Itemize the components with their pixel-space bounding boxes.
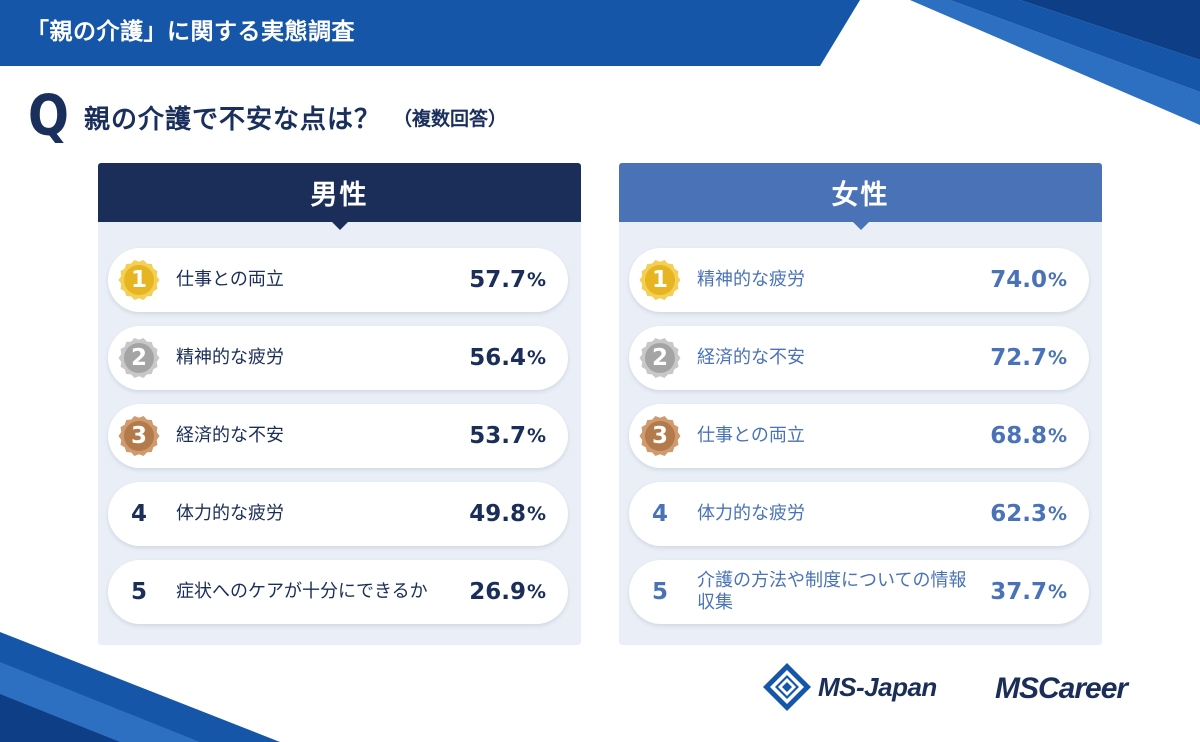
silver-medal-icon	[118, 338, 160, 378]
medal-disc	[645, 343, 675, 373]
bronze-medal-icon	[118, 416, 160, 456]
corner-stripes-top-right	[910, 0, 1200, 125]
ranking-row: 3 経済的な不安 53.7%	[108, 404, 568, 468]
item-label: 経済的な不安	[176, 425, 284, 447]
ranking-row: 1 仕事との両立 57.7%	[108, 248, 568, 312]
item-label: 経済的な不安	[697, 347, 805, 369]
value-number: 72.7	[990, 345, 1047, 371]
value-number: 26.9	[469, 579, 526, 605]
value-unit: %	[526, 347, 546, 369]
value-unit: %	[1047, 581, 1067, 603]
header-band	[0, 0, 860, 66]
value-unit: %	[526, 425, 546, 447]
item-value: 57.7%	[469, 248, 546, 312]
silver-medal-icon	[639, 338, 681, 378]
medal-disc	[124, 265, 154, 295]
medal-disc	[645, 265, 675, 295]
ranking-row: 5 症状へのケアが十分にできるか 26.9%	[108, 560, 568, 624]
rank-number: 4	[130, 501, 147, 527]
gold-medal-icon	[639, 260, 681, 300]
item-value: 56.4%	[469, 326, 546, 390]
ranking-row: 1 精神的な疲労 74.0%	[629, 248, 1089, 312]
value-number: 62.3	[990, 501, 1047, 527]
item-value: 72.7%	[990, 326, 1067, 390]
rank-number: 2	[651, 345, 668, 371]
survey-title: 「親の介護」に関する実態調査	[26, 19, 355, 45]
item-value: 68.8%	[990, 404, 1067, 468]
medal-disc	[124, 421, 154, 451]
value-number: 74.0	[990, 267, 1047, 293]
ranking-row: 4 体力的な疲労 62.3%	[629, 482, 1089, 546]
item-label: 仕事との両立	[176, 269, 284, 291]
value-unit: %	[526, 269, 546, 291]
ranking-row: 3 仕事との両立 68.8%	[629, 404, 1089, 468]
panel-female: 女性 1 精神的な疲労 74.0% 2 経済的な不安 72.7% 3 仕事との両…	[619, 163, 1102, 645]
value-unit: %	[526, 503, 546, 525]
item-value: 49.8%	[469, 482, 546, 546]
item-value: 62.3%	[990, 482, 1067, 546]
rank-number: 1	[651, 267, 668, 293]
gold-medal-icon	[118, 260, 160, 300]
item-label: 体力的な疲労	[697, 503, 805, 525]
item-label: 症状へのケアが十分にできるか	[176, 581, 428, 603]
rank-number: 4	[651, 501, 668, 527]
value-number: 37.7	[990, 579, 1047, 605]
rank-number: 3	[651, 423, 668, 449]
panel-header-female: 女性	[619, 163, 1102, 230]
item-label: 介護の方法や制度についての情報収集	[697, 570, 967, 613]
corner-stripes-bottom-left	[0, 632, 280, 742]
logo-ms-japan: MS-Japan	[762, 660, 937, 714]
rank-number: 2	[130, 345, 147, 371]
logo-ms-career: MSCareer	[995, 672, 1128, 705]
value-unit: %	[1047, 269, 1067, 291]
ranking-row: 2 経済的な不安 72.7%	[629, 326, 1089, 390]
item-value: 37.7%	[990, 560, 1067, 624]
rank-number: 3	[130, 423, 147, 449]
ms-japan-emblem-icon	[763, 663, 811, 711]
value-number: 53.7	[469, 423, 526, 449]
item-label: 精神的な疲労	[176, 347, 284, 369]
rank-number: 5	[651, 579, 668, 605]
ranking-row: 2 精神的な疲労 56.4%	[108, 326, 568, 390]
item-label: 仕事との両立	[697, 425, 805, 447]
medal-disc	[124, 343, 154, 373]
panel-header-male: 男性	[98, 163, 581, 230]
item-value: 26.9%	[469, 560, 546, 624]
item-value: 53.7%	[469, 404, 546, 468]
value-unit: %	[1047, 347, 1067, 369]
question-mark-q: Q	[28, 84, 69, 149]
panel-male: 男性 1 仕事との両立 57.7% 2 精神的な疲労 56.4% 3 経済的な不…	[98, 163, 581, 645]
value-number: 49.8	[469, 501, 526, 527]
question-heading: Q 親の介護で不安な点は？ （複数回答）	[28, 86, 507, 148]
value-number: 68.8	[990, 423, 1047, 449]
item-value: 74.0%	[990, 248, 1067, 312]
rank-number: 1	[130, 267, 147, 293]
question-text: 親の介護で不安な点は？	[84, 104, 382, 135]
value-number: 57.7	[469, 267, 526, 293]
ms-japan-wordmark: MS-Japan	[818, 671, 937, 702]
rank-number: 5	[130, 579, 147, 605]
value-unit: %	[1047, 503, 1067, 525]
ranking-row: 4 体力的な疲労 49.8%	[108, 482, 568, 546]
item-label: 精神的な疲労	[697, 269, 805, 291]
value-unit: %	[1047, 425, 1067, 447]
value-number: 56.4	[469, 345, 526, 371]
value-unit: %	[526, 581, 546, 603]
question-note: （複数回答）	[393, 107, 508, 130]
item-label: 体力的な疲労	[176, 503, 284, 525]
bronze-medal-icon	[639, 416, 681, 456]
ranking-row: 5 介護の方法や制度についての情報収集 37.7%	[629, 560, 1089, 624]
medal-disc	[645, 421, 675, 451]
